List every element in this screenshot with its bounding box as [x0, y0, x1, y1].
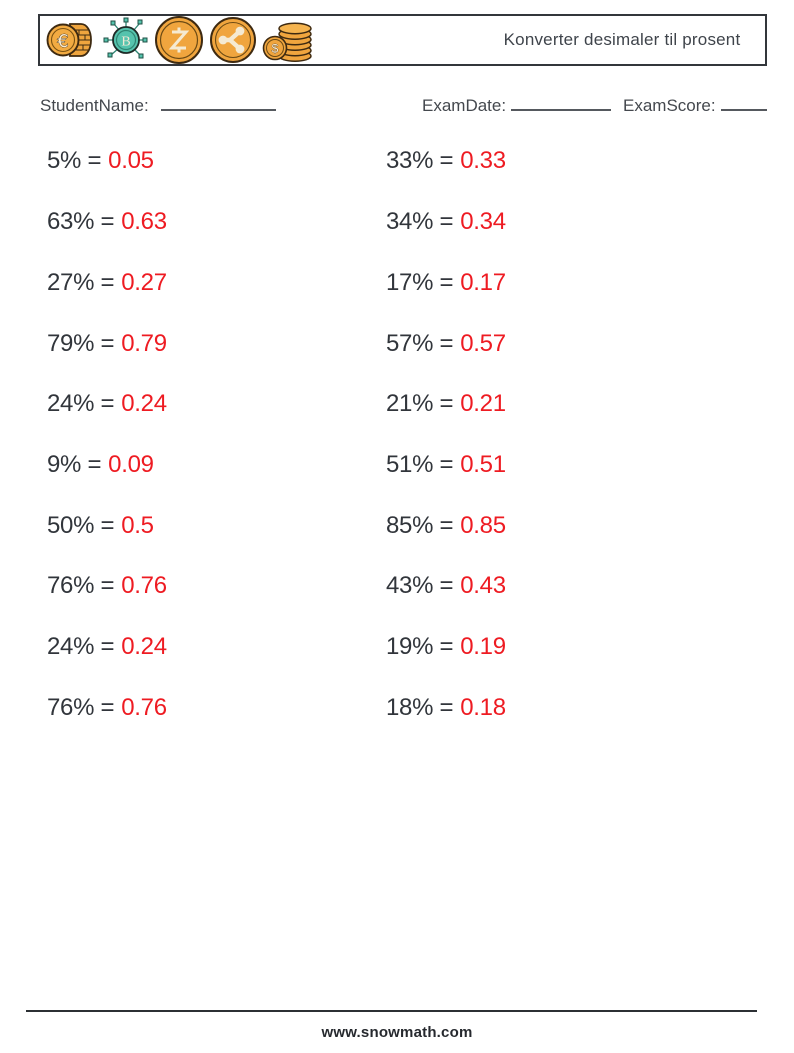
footer-url: www.snowmath.com [321, 1024, 473, 1041]
problem-row: 85% = 0.85 [386, 495, 716, 556]
exam-date-label: ExamDate: [422, 96, 507, 115]
problem-answer: 0.43 [460, 572, 506, 600]
problem-row: 76% = 0.76 [47, 556, 377, 617]
student-name-label: StudentName: [40, 96, 149, 115]
problem-question: 43% = [386, 572, 454, 600]
problem-answer: 0.09 [108, 450, 154, 478]
problem-answer: 0.24 [121, 633, 167, 661]
problem-row: 9% = 0.09 [47, 435, 377, 496]
exam-date-field: ExamDate: [422, 96, 612, 116]
problem-answer: 0.76 [121, 572, 167, 600]
problem-row: 63% = 0.63 [47, 192, 377, 253]
problem-answer: 0.18 [460, 693, 506, 721]
problem-row: 24% = 0.24 [47, 617, 377, 678]
problem-question: 34% = [386, 208, 454, 236]
problem-answer: 0.17 [460, 268, 506, 296]
problem-row: 34% = 0.34 [386, 192, 716, 253]
problem-answer: 0.34 [460, 208, 506, 236]
problem-row: 18% = 0.18 [386, 677, 716, 738]
problem-question: 24% = [47, 390, 115, 418]
zcash-coin-icon [155, 16, 203, 64]
problem-row: 33% = 0.33 [386, 131, 716, 192]
problem-answer: 0.5 [121, 511, 154, 539]
problem-answer: 0.24 [121, 390, 167, 418]
problem-row: 24% = 0.24 [47, 374, 377, 435]
problem-question: 63% = [47, 208, 115, 236]
problem-question: 5% = [47, 147, 102, 175]
problem-answer: 0.63 [121, 208, 167, 236]
student-name-blank [160, 98, 276, 111]
problem-question: 21% = [386, 390, 454, 418]
problem-question: 17% = [386, 268, 454, 296]
problem-answer: 0.05 [108, 147, 154, 175]
student-name-field: StudentName: [40, 96, 276, 116]
problem-question: 85% = [386, 511, 454, 539]
euro-coin-icon: € [46, 23, 92, 57]
problem-row: 79% = 0.79 [47, 313, 377, 374]
problem-question: 51% = [386, 450, 454, 478]
bitcoin-network-icon: B [103, 17, 148, 59]
problem-question: 57% = [386, 329, 454, 357]
problem-question: 79% = [47, 329, 115, 357]
problem-question: 27% = [47, 268, 115, 296]
problem-question: 24% = [47, 633, 115, 661]
problem-row: 21% = 0.21 [386, 374, 716, 435]
problem-question: 19% = [386, 633, 454, 661]
footer-divider [26, 1010, 757, 1012]
problem-row: 76% = 0.76 [47, 677, 377, 738]
svg-text:$: $ [272, 42, 279, 56]
problem-row: 57% = 0.57 [386, 313, 716, 374]
problem-answer: 0.79 [121, 329, 167, 357]
problem-question: 76% = [47, 572, 115, 600]
problem-row: 43% = 0.43 [386, 556, 716, 617]
svg-text:B: B [121, 35, 130, 50]
problem-question: 50% = [47, 511, 115, 539]
problems-column-left: 5% = 0.05 63% = 0.63 27% = 0.27 79% = 0.79 2… [47, 131, 377, 738]
problem-answer: 0.27 [121, 268, 167, 296]
problem-answer: 0.51 [460, 450, 506, 478]
page-title: Konverter desimaler til prosent [503, 30, 741, 49]
problem-question: 33% = [386, 147, 454, 175]
problems-column-right: 33% = 0.33 34% = 0.34 17% = 0.17 57% = 0.57 … [386, 131, 716, 738]
exam-date-blank [511, 98, 612, 111]
problem-row: 50% = 0.5 [47, 495, 377, 556]
coin-icons-row: € B [46, 15, 314, 65]
problem-question: 9% = [47, 450, 102, 478]
exam-score-label: ExamScore: [623, 96, 716, 115]
problem-answer: 0.57 [460, 329, 506, 357]
problem-question: 76% = [47, 693, 115, 721]
problem-answer: 0.85 [460, 511, 506, 539]
problem-row: 27% = 0.27 [47, 252, 377, 313]
svg-text:€: € [57, 31, 68, 52]
ripple-coin-icon [210, 17, 256, 63]
problem-answer: 0.76 [121, 693, 167, 721]
problem-question: 18% = [386, 693, 454, 721]
problem-answer: 0.19 [460, 633, 506, 661]
problem-answer: 0.21 [460, 390, 506, 418]
problem-answer: 0.33 [460, 147, 506, 175]
exam-score-field: ExamScore: [623, 96, 767, 116]
dollar-coin-stack-icon: $ [262, 22, 312, 62]
problem-row: 5% = 0.05 [47, 131, 377, 192]
problem-row: 19% = 0.19 [386, 617, 716, 678]
exam-score-blank [720, 98, 767, 111]
worksheet-header: € B [38, 14, 767, 66]
problem-row: 17% = 0.17 [386, 252, 716, 313]
problem-row: 51% = 0.51 [386, 435, 716, 496]
